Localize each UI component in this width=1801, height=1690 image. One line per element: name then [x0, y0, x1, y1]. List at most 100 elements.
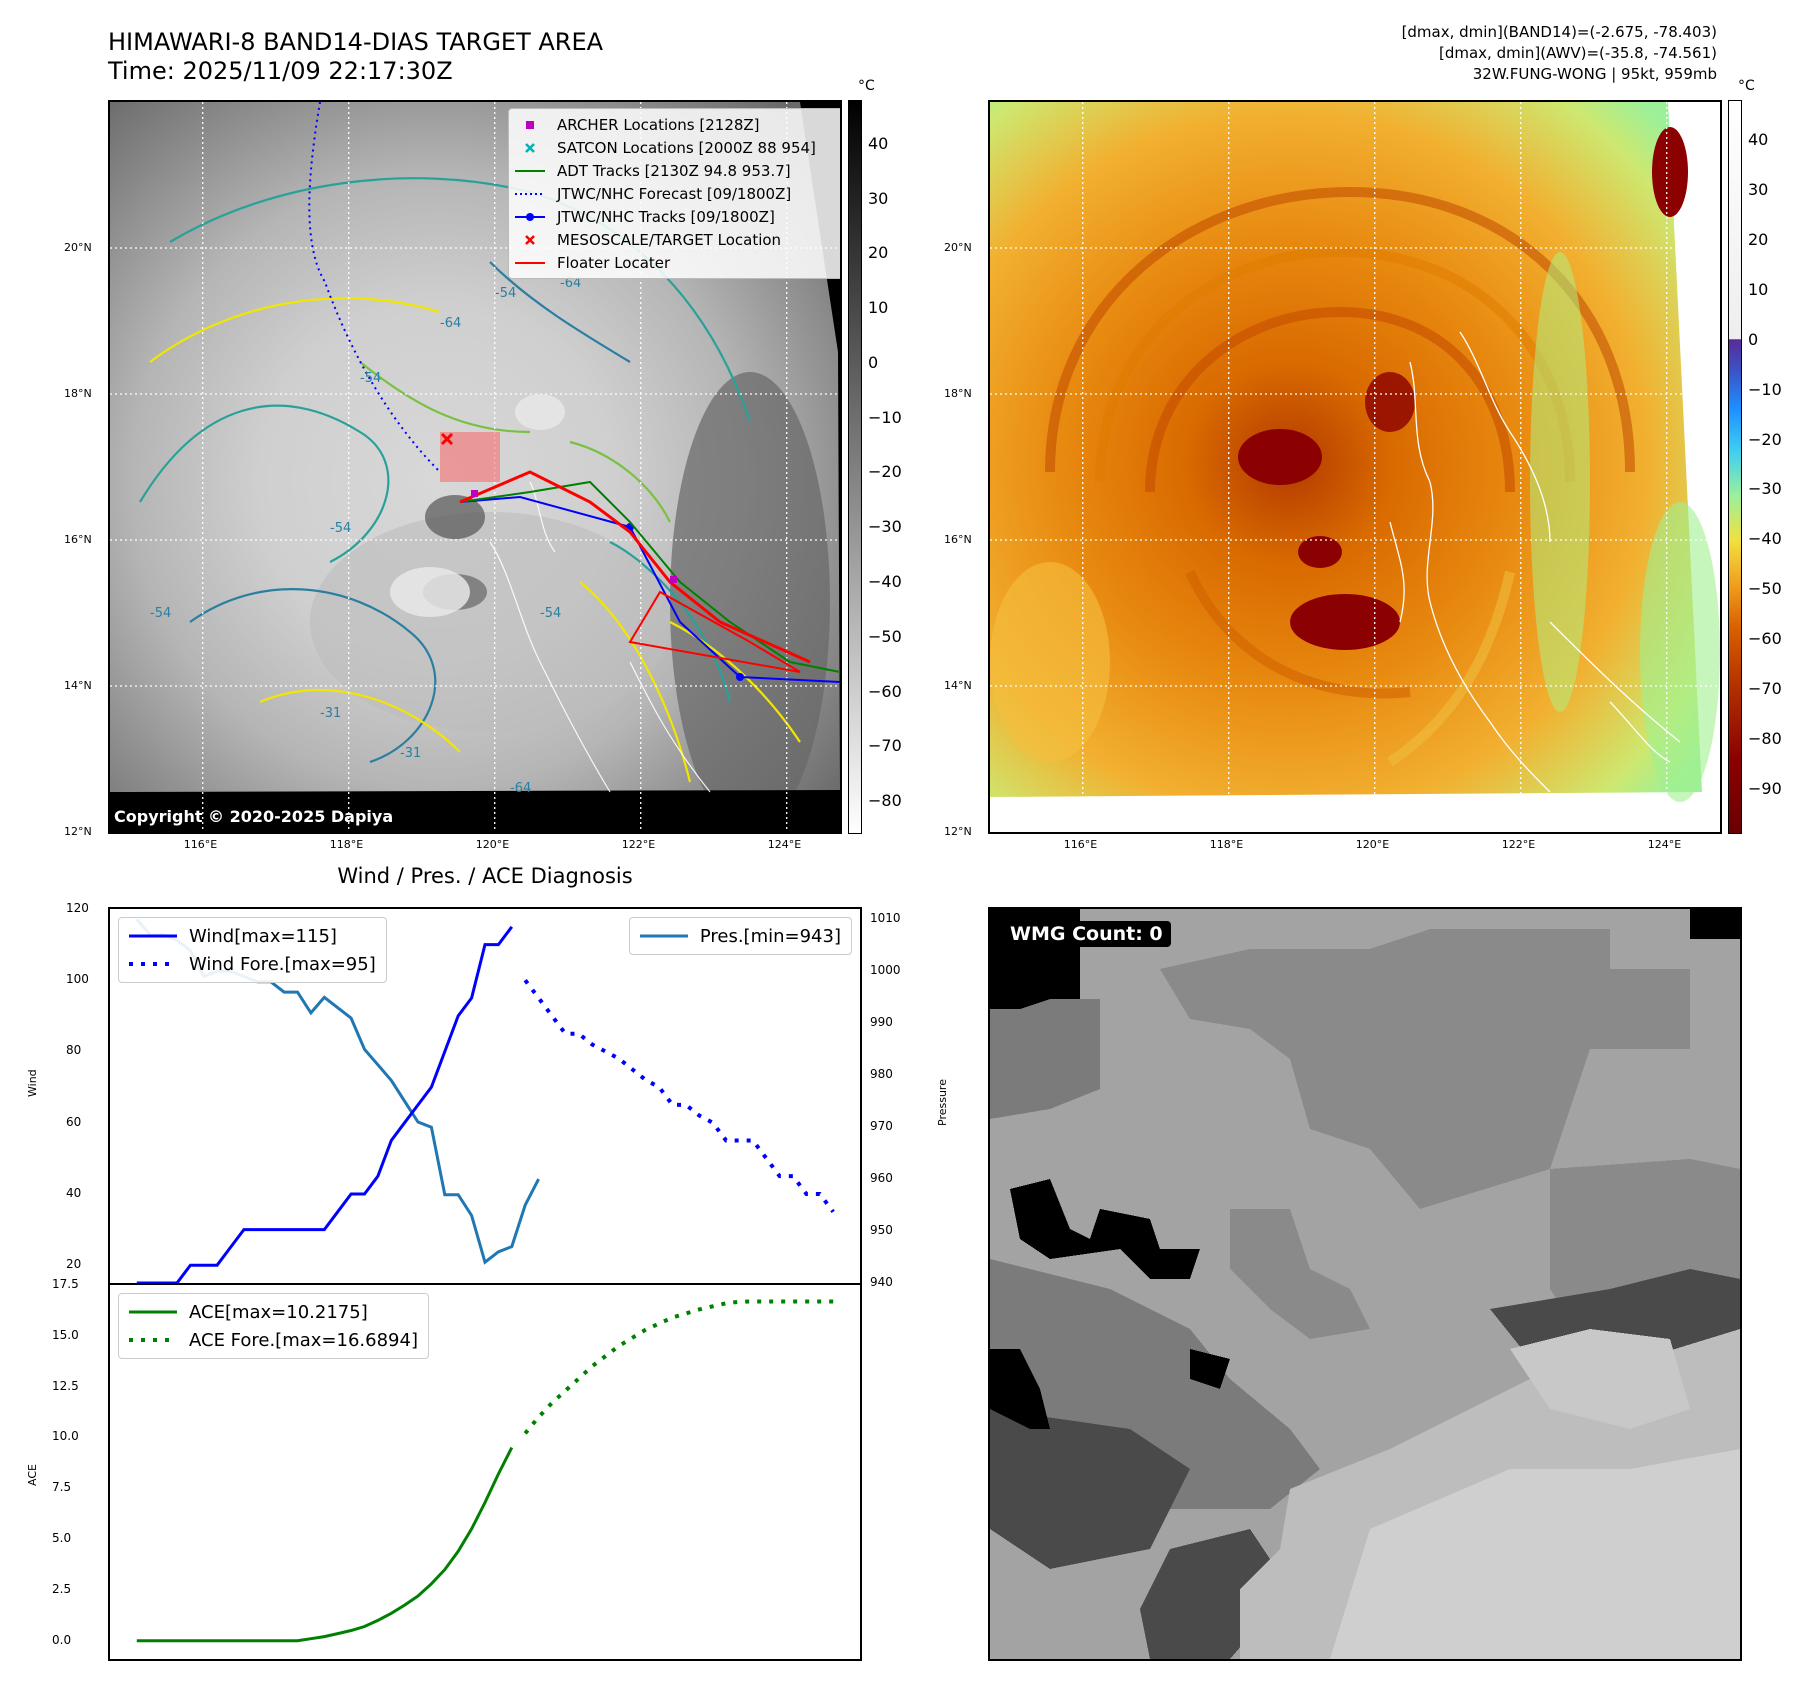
colorbar-tick: −10: [1748, 379, 1782, 399]
y-tick-label: 60: [66, 1114, 82, 1129]
ace-forecast-series-line: [523, 1299, 834, 1435]
target-location-marker: [440, 432, 454, 446]
ace-axis-label: ACE: [26, 1464, 39, 1486]
colorbar-tick: −60: [868, 681, 902, 701]
legend-adt: ADT Tracks [2130Z 94.8 953.7]: [515, 161, 791, 180]
ir-map-panel[interactable]: -64 -54 -64 -54 -54 -54 -64 -54 -31 -31 …: [108, 100, 842, 834]
ace-svg: [136, 1299, 834, 1643]
stats-band14: [dmax, dmin](BAND14)=(-2.675, -78.403): [1401, 23, 1717, 41]
wind-series-line: [136, 925, 513, 1283]
colorbar-tick: −40: [868, 572, 902, 592]
y-tick-label: 17.5: [52, 1277, 79, 1291]
y2-tick-label: 990: [870, 1015, 893, 1030]
contour-label: -54: [495, 286, 516, 301]
storm-info: 32W.FUNG-WONG | 95kt, 959mb: [1472, 65, 1717, 83]
y-tick-label: 20: [66, 1257, 82, 1272]
lat-label: 20°N: [944, 241, 972, 254]
y-tick-label: 0.0: [52, 1632, 72, 1647]
adt-track: [459, 480, 840, 673]
lon-label: 122°E: [621, 838, 656, 851]
lon-label: 122°E: [1501, 838, 1536, 851]
colorbar-tick: −10: [868, 407, 902, 427]
ir-colorbar-unit: °C: [858, 78, 875, 94]
contour-labels: -64 -54 -64 -54 -54 -54 -64 -54 -31 -31: [150, 276, 581, 796]
lon-label: 120°E: [475, 838, 510, 851]
map-legend: ARCHER Locations [2128Z] SATCON Location…: [508, 108, 840, 279]
contour-label: -31: [320, 706, 341, 721]
contour-label: -64: [440, 316, 461, 331]
wind-legend: Wind[max=115] Wind Fore.[max=95]: [118, 917, 387, 983]
y2-tick-label: 1010: [870, 911, 901, 926]
colorbar-tick: −40: [1748, 529, 1782, 549]
legend-target: MESOSCALE/TARGET Location: [515, 228, 840, 251]
wind-pressure-plot[interactable]: Wind[max=115] Wind Fore.[max=95] Pres.[m…: [108, 907, 862, 1285]
lat-label: 20°N: [64, 241, 92, 254]
color-colorbar-unit: °C: [1738, 78, 1755, 94]
figure-title: HIMAWARI-8 BAND14-DIAS TARGET AREA: [108, 28, 604, 56]
colorbar-tick: 40: [1748, 129, 1769, 149]
y-tick-label: 15.0: [52, 1327, 79, 1342]
lat-label: 14°N: [944, 679, 972, 692]
y-tick-label: 40: [66, 1185, 82, 1200]
colorbar-tick: 20: [868, 243, 889, 263]
colorbar-tick: −20: [868, 462, 902, 482]
colorbar-tick: −90: [1748, 779, 1782, 799]
legend-ace-forecast: ACE Fore.[max=16.6894]: [189, 1329, 418, 1351]
legend-jtwc-forecast: JTWC/NHC Forecast [09/1800Z]: [515, 184, 792, 203]
wind-forecast-series-line: [523, 978, 835, 1214]
ir-colorbar: [848, 100, 862, 834]
lat-label: 14°N: [64, 679, 92, 692]
pressure-axis-label: Pressure: [936, 1079, 949, 1126]
jtwc-track: [459, 495, 840, 683]
y2-tick-label: 970: [870, 1119, 893, 1134]
color-map-gridlines: [990, 102, 1720, 832]
ace-series-line: [136, 1446, 514, 1643]
colorbar-tick: 20: [1748, 229, 1769, 249]
colorbar-tick: 30: [868, 188, 889, 208]
y-tick-label: 100: [66, 972, 89, 987]
colorbar-tick: −20: [1748, 429, 1782, 449]
ace-legend: ACE[max=10.2175] ACE Fore.[max=16.6894]: [118, 1293, 429, 1359]
colorbar-tick: −80: [1748, 729, 1782, 749]
legend-ace: ACE[max=10.2175]: [189, 1301, 368, 1323]
wmg-panel[interactable]: WMG Count: 0: [988, 907, 1742, 1661]
colorbar-tick: 10: [868, 298, 889, 318]
colorbar-tick: −70: [1748, 679, 1782, 699]
y-tick-label: 120: [66, 901, 89, 915]
colorbar-tick: −50: [868, 626, 902, 646]
wind-axis-label: Wind: [26, 1069, 39, 1097]
colorbar-tick: −70: [868, 736, 902, 756]
y-tick-label: 12.5: [52, 1378, 79, 1393]
figure-time: Time: 2025/11/09 22:17:30Z: [108, 57, 453, 85]
color-map-panel[interactable]: [988, 100, 1722, 834]
lon-label: 116°E: [183, 838, 218, 851]
diagnosis-title: Wind / Pres. / ACE Diagnosis: [337, 864, 633, 888]
y2-tick-label: 950: [870, 1223, 893, 1238]
legend-floater: Floater Locater: [515, 253, 671, 272]
y2-tick-label: 980: [870, 1067, 893, 1082]
jtwc-forecast-track: [308, 102, 441, 473]
color-map-image: [990, 102, 1720, 832]
y2-tick-label: 940: [870, 1275, 893, 1289]
lon-label: 120°E: [1355, 838, 1390, 851]
y2-tick-label: 1000: [870, 963, 901, 978]
color-colorbar: [1728, 100, 1742, 834]
y-tick-label: 10.0: [52, 1429, 79, 1444]
lon-label: 124°E: [767, 838, 802, 851]
lon-label: 124°E: [1647, 838, 1682, 851]
legend-wind: Wind[max=115]: [189, 925, 337, 947]
colorbar-tick: −30: [868, 517, 902, 537]
y-tick-label: 80: [66, 1043, 82, 1058]
lat-label: 12°N: [64, 825, 92, 838]
colorbar-tick: 40: [868, 133, 889, 153]
legend-satcon: SATCON Locations [2000Z 88 954]: [515, 136, 840, 159]
legend-archer: ARCHER Locations [2128Z]: [515, 113, 840, 136]
y-tick-label: 7.5: [52, 1480, 72, 1495]
colorbar-tick: 30: [1748, 179, 1769, 199]
lat-label: 18°N: [944, 387, 972, 400]
colorbar-tick: 10: [1748, 279, 1769, 299]
lat-label: 16°N: [64, 533, 92, 546]
colorbar-tick: −50: [1748, 579, 1782, 599]
ace-plot[interactable]: ACE[max=10.2175] ACE Fore.[max=16.6894]: [108, 1283, 862, 1661]
lat-label: 12°N: [944, 825, 972, 838]
